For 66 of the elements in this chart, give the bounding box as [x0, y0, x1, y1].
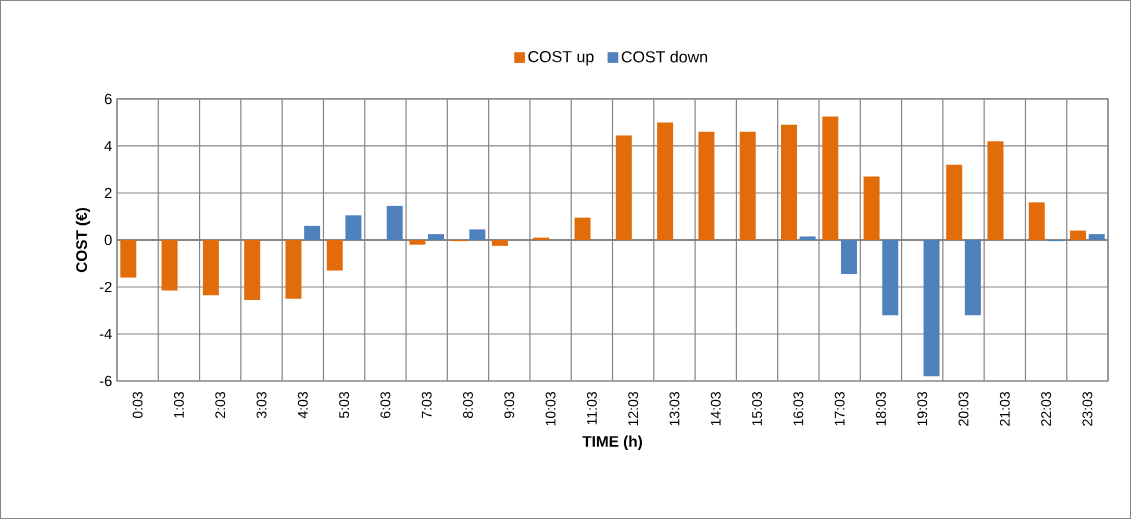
bar [739, 131, 756, 240]
x-tick-label: 3:03 [256, 392, 267, 419]
bar [882, 239, 899, 316]
bar [987, 141, 1004, 240]
y-tick-label: 2 [104, 187, 112, 199]
bar [657, 122, 674, 240]
bar [244, 239, 261, 300]
x-tick-label: 2:03 [215, 392, 226, 418]
x-tick-label: 12:03 [628, 392, 639, 426]
bar [285, 239, 302, 299]
x-tick-label: 7:03 [421, 392, 432, 418]
x-tick-label: 21:03 [999, 392, 1010, 426]
x-tick-label: 23:03 [1082, 392, 1093, 426]
bar [469, 229, 486, 240]
x-tick-label: 11:03 [586, 392, 597, 425]
bar [409, 239, 426, 245]
x-tick-label: 1:03 [173, 392, 184, 418]
x-tick-label: 19:03 [917, 392, 928, 426]
x-tick-label: 17:03 [834, 392, 845, 426]
bar [799, 236, 816, 240]
x-tick-label: 13:03 [669, 392, 680, 426]
bar [202, 239, 219, 296]
bar [1028, 202, 1045, 240]
bar [822, 116, 839, 240]
bar [491, 239, 508, 246]
y-tick-label: 4 [104, 140, 112, 152]
y-tick-label: -2 [99, 281, 112, 293]
bar [304, 225, 321, 240]
bar [345, 215, 362, 240]
y-tick-label: 0 [104, 234, 112, 246]
x-tick-label: 9:03 [504, 392, 515, 419]
x-tick-label: 6:03 [380, 392, 391, 418]
bar [698, 131, 715, 240]
x-tick-label: 10:03 [545, 392, 556, 426]
bar [946, 164, 963, 240]
x-tick-label: 14:03 [710, 392, 721, 426]
x-tick-label: 22:03 [1041, 392, 1052, 426]
bar [326, 239, 343, 271]
bar [923, 239, 940, 377]
bar [840, 239, 857, 275]
bar [615, 135, 632, 240]
bar [428, 234, 445, 240]
x-tick-label: 8:03 [463, 392, 473, 419]
x-tick-label: 15:03 [752, 392, 763, 426]
y-tick-label: 6 [104, 93, 112, 105]
y-tick-label: -6 [99, 375, 112, 387]
legend-label: COST up [528, 51, 594, 66]
x-tick-label: 0:03 [132, 392, 143, 419]
x-tick-label: 18:03 [875, 392, 886, 426]
x-tick-label: 4:03 [297, 392, 308, 419]
bar [863, 176, 880, 240]
bar [1088, 234, 1105, 240]
x-tick-label: 20:03 [958, 392, 969, 426]
bar [120, 239, 137, 278]
x-tick-label: 5:03 [339, 392, 350, 419]
x-axis-title: TIME (h) [582, 435, 642, 450]
legend-label: COST down [621, 50, 708, 63]
bar [1070, 230, 1087, 240]
bar [781, 124, 797, 240]
bar [386, 205, 403, 240]
bar [574, 217, 591, 240]
y-axis-title: COST (€) [75, 207, 91, 273]
bar [964, 239, 981, 316]
bar [161, 239, 178, 291]
y-tick-label: -4 [99, 328, 112, 340]
x-tick-label: 16:03 [793, 392, 804, 426]
